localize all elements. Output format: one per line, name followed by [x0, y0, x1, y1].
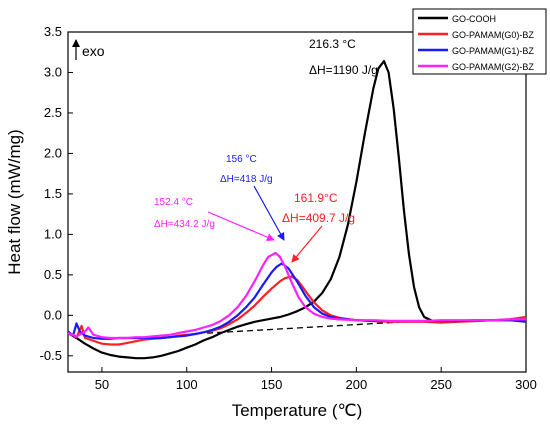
annotation-g2: 152.4 °C ΔH=434.2 J/g — [154, 197, 275, 241]
annotation-enthalpy: ΔH=434.2 J/g — [154, 219, 215, 230]
y-tick-label: 3.0 — [44, 64, 62, 79]
legend-label: GO-PAMAM(G0)-BZ — [452, 30, 534, 40]
series-lines — [67, 60, 527, 360]
legend-label: GO-COOH — [452, 14, 496, 24]
series-line-go-cooh — [67, 60, 527, 360]
x-tick-label: 50 — [95, 377, 109, 392]
legend: GO-COOH GO-PAMAM(G0)-BZ GO-PAMAM(G1)-BZ GO-… — [412, 8, 547, 75]
legend-box — [412, 8, 547, 75]
annotation-enthalpy: ΔH=1190 J/g — [309, 63, 378, 77]
y-axis-ticks: -0.5 0.0 0.5 1.0 1.5 2.0 2.5 3.0 3.5 — [40, 24, 73, 363]
x-tick-label: 300 — [515, 377, 537, 392]
x-tick-label: 250 — [430, 377, 452, 392]
annotation-g1: 156 °C ΔH=418 J/g — [220, 154, 285, 241]
legend-label: GO-PAMAM(G2)-BZ — [452, 62, 534, 72]
y-axis-label: Heat flow (mW/mg) — [5, 129, 24, 274]
annotation-arrow — [207, 211, 275, 241]
y-tick-label: 2.0 — [44, 145, 62, 160]
annotation-g0: 161.9°C ΔH=409.7 J/g — [282, 191, 355, 263]
plot-frame — [67, 31, 527, 373]
y-tick-label: 1.5 — [44, 186, 62, 201]
x-axis-label: Temperature (℃) — [232, 401, 363, 420]
exo-indicator: exo — [72, 39, 105, 60]
annotation-enthalpy: ΔH=409.7 J/g — [282, 211, 355, 225]
annotation-temp: 156 °C — [226, 154, 257, 165]
y-tick-label: 0.5 — [44, 267, 62, 282]
exo-label: exo — [82, 43, 105, 59]
annotation-go-cooh: 216.3 °C ΔH=1190 J/g — [309, 37, 378, 77]
annotation-arrow — [253, 185, 285, 241]
baseline-dashed-line — [207, 319, 433, 334]
series-line-go-pamam-g2-bz — [67, 251, 526, 340]
annotation-temp: 152.4 °C — [154, 197, 193, 208]
legend-label: GO-PAMAM(G1)-BZ — [452, 46, 534, 56]
y-tick-label: 2.5 — [44, 105, 62, 120]
x-tick-label: 150 — [261, 377, 283, 392]
annotation-enthalpy: ΔH=418 J/g — [220, 174, 273, 185]
annotation-temp: 216.3 °C — [309, 37, 356, 51]
x-tick-label: 100 — [176, 377, 198, 392]
y-tick-label: 3.5 — [44, 24, 62, 39]
y-tick-label: -0.5 — [40, 348, 62, 363]
x-axis-ticks: 50 100 150 200 250 300 — [95, 367, 537, 392]
annotation-temp: 161.9°C — [294, 191, 338, 205]
y-tick-label: 1.0 — [44, 226, 62, 241]
y-tick-label: 0.0 — [44, 307, 62, 322]
annotation-arrow — [291, 225, 323, 263]
x-tick-label: 200 — [346, 377, 368, 392]
